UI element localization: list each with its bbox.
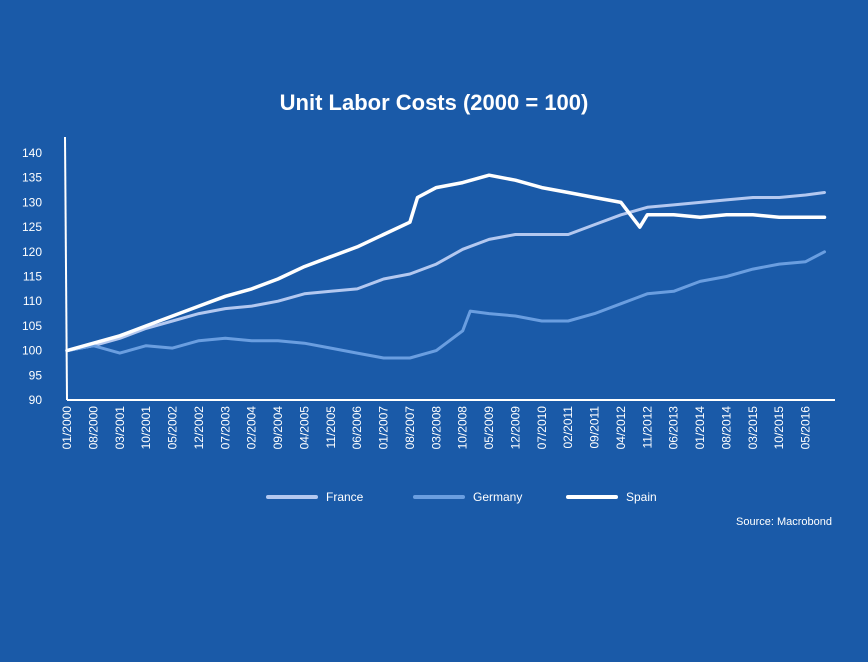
x-tick-label: 11/2012 xyxy=(640,406,654,449)
x-tick-label: 06/2006 xyxy=(350,406,364,450)
x-tick-label: 01/2007 xyxy=(377,406,391,450)
x-tick-label: 05/2009 xyxy=(482,406,496,450)
x-tick-label: 03/2001 xyxy=(113,406,127,450)
x-tick-label: 04/2012 xyxy=(614,406,628,450)
x-tick-label: 02/2011 xyxy=(561,406,575,449)
chart-title: Unit Labor Costs (2000 = 100) xyxy=(280,90,589,115)
x-tick-label: 09/2004 xyxy=(271,406,285,450)
x-tick-label: 07/2010 xyxy=(535,406,549,450)
y-tick-label: 120 xyxy=(22,245,42,259)
x-tick-label: 10/2008 xyxy=(456,406,470,450)
x-tick-label: 03/2008 xyxy=(429,406,443,450)
x-tick-label: 04/2005 xyxy=(297,406,311,450)
series-line-spain xyxy=(65,173,827,353)
y-tick-label: 140 xyxy=(22,146,42,160)
x-tick-label: 06/2013 xyxy=(667,406,681,450)
y-tick-labels: 90 95 100 105 110 115 120 125 130 135 140 xyxy=(22,146,42,407)
legend-label-france: France xyxy=(326,490,364,504)
series-line-france xyxy=(65,191,826,353)
series-line-germany xyxy=(65,250,826,360)
legend: France Germany Spain xyxy=(266,490,657,504)
x-tick-label: 12/2009 xyxy=(508,406,522,450)
y-tick-label: 135 xyxy=(22,171,42,185)
y-tick-label: 90 xyxy=(29,393,43,407)
x-tick-label: 08/2000 xyxy=(86,406,100,450)
x-tick-label: 11/2005 xyxy=(324,406,338,449)
y-tick-label: 100 xyxy=(22,344,42,358)
y-tick-label: 105 xyxy=(22,319,42,333)
x-tick-label: 02/2004 xyxy=(245,406,259,450)
y-axis xyxy=(64,136,68,401)
x-tick-label: 10/2015 xyxy=(772,406,786,450)
x-tick-label: 01/2014 xyxy=(693,406,707,450)
series-lines xyxy=(65,173,827,360)
x-tick-label: 05/2016 xyxy=(799,406,813,450)
y-tick-label: 115 xyxy=(23,270,42,284)
x-tick-label: 09/2011 xyxy=(588,406,602,449)
x-tick-label: 05/2002 xyxy=(166,406,180,450)
x-tick-labels: 01/2000 08/2000 03/2001 10/2001 05/2002 12/20… xyxy=(60,406,813,450)
x-tick-label: 12/2002 xyxy=(192,406,206,450)
x-tick-label: 01/2000 xyxy=(60,406,74,450)
y-tick-label: 130 xyxy=(22,195,42,209)
legend-label-spain: Spain xyxy=(626,490,657,504)
x-tick-label: 08/2014 xyxy=(719,406,733,450)
x-tick-label: 10/2001 xyxy=(139,406,153,450)
x-tick-label: 07/2003 xyxy=(218,406,232,450)
x-tick-label: 08/2007 xyxy=(403,406,417,450)
legend-label-germany: Germany xyxy=(473,490,522,504)
source-note: Source: Macrobond xyxy=(736,516,832,528)
y-tick-label: 110 xyxy=(23,294,42,308)
y-tick-label: 95 xyxy=(29,368,43,382)
y-tick-label: 125 xyxy=(22,220,42,234)
x-tick-label: 03/2015 xyxy=(746,406,760,450)
